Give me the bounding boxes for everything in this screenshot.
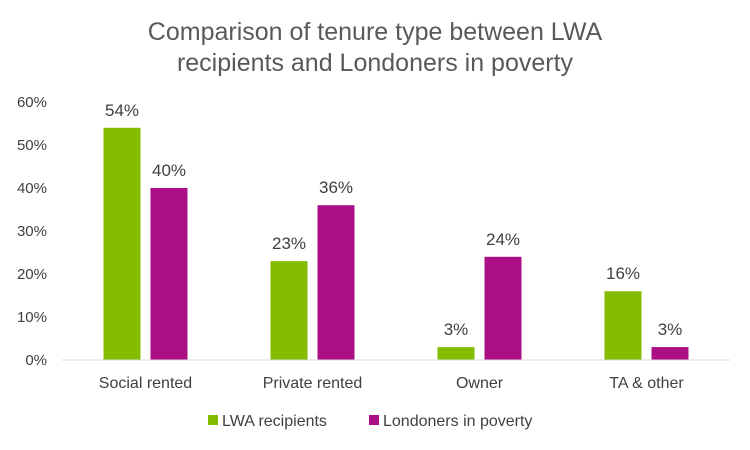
data-label: 16% (606, 264, 640, 283)
bar (103, 127, 141, 360)
y-tick-label: 40% (17, 180, 47, 197)
bar (270, 261, 308, 360)
chart-title-line-2: recipients and Londoners in poverty (177, 49, 574, 77)
legend-label: LWA recipients (222, 413, 327, 430)
y-tick-label: 60% (17, 94, 47, 111)
y-tick-label: 20% (17, 266, 47, 283)
x-tick-label: Owner (456, 375, 504, 392)
bar (484, 256, 522, 360)
bar (150, 188, 188, 360)
data-label: 3% (658, 320, 683, 339)
chart-title-line-1: Comparison of tenure type between LWA (148, 18, 603, 46)
y-tick-label: 0% (25, 352, 47, 369)
legend-swatch (208, 415, 218, 425)
x-axis: Social rented Private rented Owner TA & oth… (62, 359, 730, 392)
data-label: 36% (319, 178, 353, 197)
x-tick-label: Social rented (99, 375, 192, 392)
bar (604, 291, 642, 360)
y-tick-label: 10% (17, 309, 47, 326)
bar (651, 347, 689, 360)
legend: LWA recipients Londoners in poverty (208, 413, 532, 430)
legend-label: Londoners in poverty (383, 413, 532, 430)
plot-area: 54% 40% 23% 36% 3% 24% 16% 3% (103, 101, 689, 360)
data-label: 23% (272, 234, 306, 253)
data-label: 40% (152, 161, 186, 180)
data-label: 24% (486, 230, 520, 249)
data-label: 3% (444, 320, 469, 339)
data-label: 54% (105, 101, 139, 120)
bar (317, 205, 355, 360)
y-tick-label: 50% (17, 137, 47, 154)
x-tick-label: TA & other (609, 375, 684, 392)
y-tick-label: 30% (17, 223, 47, 240)
legend-swatch (369, 415, 379, 425)
bar (437, 347, 475, 360)
x-tick-label: Private rented (263, 375, 363, 392)
y-axis: 0% 10% 20% 30% 40% 50% 60% (17, 94, 47, 369)
